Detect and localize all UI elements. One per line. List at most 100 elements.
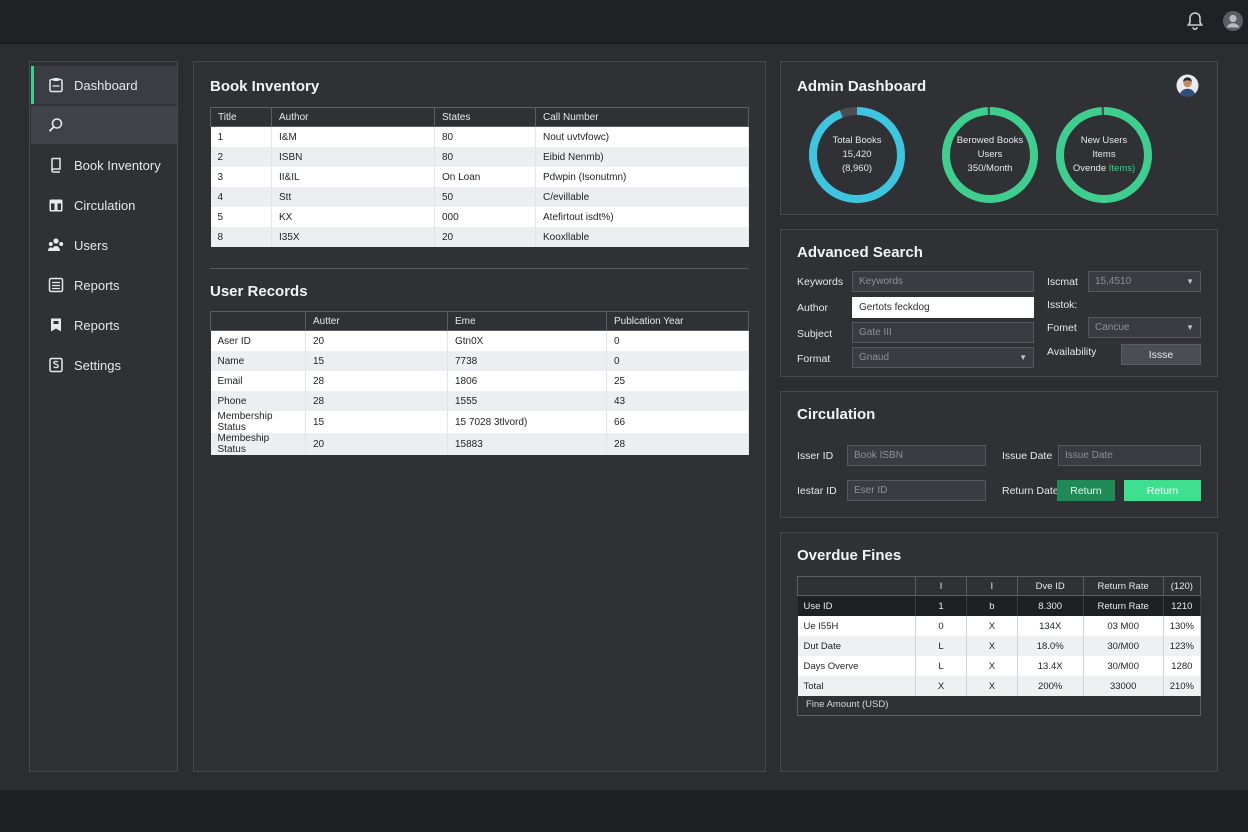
iscmat-select-value: 15,4510: [1095, 276, 1132, 287]
table-row[interactable]: Use ID 1 b 8.300 Return Rate 1210: [797, 595, 1202, 616]
column-header[interactable]: Publcation Year: [606, 311, 749, 331]
table-cell: Eibid Nenmb): [535, 147, 749, 167]
table-row[interactable]: Membeship Status 20 15883 28: [210, 433, 749, 455]
table-cell: 1: [915, 595, 967, 616]
table-row[interactable]: Aser ID 20 Gtn0X 0: [210, 330, 749, 351]
column-header[interactable]: Return Rate: [1082, 576, 1164, 596]
table-cell: Pdwpin (Isonutmn): [535, 167, 749, 187]
sidebar-item-dashboard[interactable]: Dashboard: [31, 66, 177, 104]
user-records-table: Autter Eme Publcation Year Aser ID 20 Gtn0…: [210, 311, 749, 455]
table-cell: 130%: [1163, 616, 1202, 636]
fines-rows: I I Dve ID Return Rate (120) Use ID 1 b 8.300 Ret…: [796, 576, 1202, 696]
table-row[interactable]: Dut Date L X 18.0% 30/M00 123%: [797, 636, 1202, 656]
table-row[interactable]: Days Overve L X 13.4X 30/M00 1280: [797, 656, 1202, 676]
column-header[interactable]: (120): [1162, 576, 1202, 596]
return-button[interactable]: Return: [1057, 480, 1115, 501]
table-cell: 20: [305, 330, 448, 351]
column-header[interactable]: Dve ID: [1016, 576, 1084, 596]
sidebar-item-users[interactable]: Users: [31, 226, 177, 264]
table-cell: 4: [210, 187, 272, 207]
table-cell: 28: [305, 391, 448, 411]
table-row[interactable]: 5 KX 000 Atefirtout isdt%): [210, 207, 749, 227]
book-icon: [51, 157, 61, 173]
column-header[interactable]: I: [915, 576, 967, 596]
sidebar-item-circulation[interactable]: Circulation: [31, 186, 177, 224]
sidebar-item-book-inventory[interactable]: Book Inventory: [31, 146, 177, 184]
column-header[interactable]: Autter: [305, 311, 448, 331]
table-cell: L: [915, 656, 967, 676]
iscmat-select[interactable]: 15,4510 ▼: [1088, 271, 1201, 292]
donut-value: 350/Month: [967, 163, 1013, 174]
table-row[interactable]: Ue I55H 0 X 134X 03 M00 130%: [797, 616, 1202, 636]
table-row[interactable]: Email 28 1806 25: [210, 371, 749, 391]
user-rows: Aser ID 20 Gtn0X 0 Name 15 7738 0 Email 28 1806 25 P…: [210, 330, 749, 455]
table-row[interactable]: Phone 28 1555 43: [210, 391, 749, 411]
admin-dashboard-panel: Admin Dashboard Total Books 15,420 (8,96…: [780, 61, 1218, 215]
sidebar-item-search[interactable]: [31, 106, 177, 144]
format-select[interactable]: Gnaud ▼: [852, 347, 1034, 368]
donut-line: Users: [977, 149, 1003, 160]
admin-avatar[interactable]: [1176, 74, 1199, 97]
subject-input[interactable]: Gate III: [852, 322, 1034, 343]
table-row[interactable]: Name 15 7738 0: [210, 351, 749, 371]
table-row[interactable]: 2 ISBN 80 Eibid Nenmb): [210, 147, 749, 167]
column-header[interactable]: I: [965, 576, 1018, 596]
donut-total-books: Total Books 15,420 (8,960): [807, 105, 907, 205]
column-header[interactable]: Author: [271, 107, 435, 127]
table-cell: Atefirtout isdt%): [535, 207, 749, 227]
column-header[interactable]: Title: [210, 107, 272, 127]
table-cell: Return Rate: [1083, 595, 1164, 616]
user-avatar-icon[interactable]: [1222, 10, 1244, 32]
eser-id-input[interactable]: Eser ID: [847, 480, 986, 501]
table-row[interactable]: Total X X 200% 33000 210%: [797, 676, 1202, 696]
table-row[interactable]: 1 I&M 80 Nout uvtvfowc): [210, 126, 749, 147]
overdue-fines-panel: Overdue Fines I I Dve ID Return Rate (120) Us…: [780, 532, 1218, 772]
table-row[interactable]: 4 Stt 50 C/evillable: [210, 187, 749, 207]
issue-date-input[interactable]: Issue Date: [1058, 445, 1201, 466]
section-divider: [210, 268, 749, 269]
column-header[interactable]: Call Number: [535, 107, 749, 127]
table-cell: 1806: [447, 371, 607, 391]
column-header[interactable]: Eme: [447, 311, 607, 331]
sidebar-item-reports[interactable]: Reports: [31, 266, 177, 304]
table-cell: 8: [210, 227, 272, 247]
table-header: Title Author States Call Number: [210, 107, 749, 127]
column-header[interactable]: [210, 311, 306, 331]
author-label: Author: [797, 302, 828, 314]
search-icon: [48, 118, 63, 132]
keywords-input[interactable]: Keywords: [852, 271, 1034, 292]
table-row[interactable]: 8 I35X 20 Kooxllable: [210, 227, 749, 247]
format-label: Format: [797, 353, 831, 365]
availability-label: Availability: [1047, 346, 1097, 358]
sidebar: Dashboard Book Inventory Circulation: [29, 61, 178, 772]
clipboard-icon: [49, 78, 63, 93]
table-cell: 28: [305, 371, 448, 391]
table-row[interactable]: 3 II&IL On Loan Pdwpin (Isonutmn): [210, 167, 749, 187]
table-cell: 80: [434, 126, 536, 147]
book-isbn-input[interactable]: Book ISBN: [847, 445, 986, 466]
return-button-primary[interactable]: Return: [1124, 480, 1201, 501]
fomet-select[interactable]: Cancue ▼: [1088, 317, 1201, 338]
column-header[interactable]: [796, 576, 917, 596]
table-cell: Kooxllable: [535, 227, 749, 247]
author-input[interactable]: Gertots feckdog: [852, 297, 1034, 318]
table-cell: 03 M00: [1083, 616, 1164, 636]
table-cell: 50: [434, 187, 536, 207]
table-cell: 15883: [447, 433, 607, 455]
column-header[interactable]: States: [434, 107, 536, 127]
chevron-down-icon: ▼: [1019, 353, 1027, 362]
table-cell: Total: [797, 676, 917, 696]
table-cell: 2: [210, 147, 272, 167]
inventory-rows: 1 I&M 80 Nout uvtvfowc) 2 ISBN 80 Eibid Nenmb) 3…: [210, 126, 749, 247]
donut-borrowed-books: Berowed Books Users 350/Month: [940, 105, 1040, 205]
isstok-label: Isstok:: [1047, 299, 1078, 311]
bell-icon[interactable]: [1184, 10, 1206, 32]
table-row[interactable]: Membership Status 15 15 7028 3tlvord) 66: [210, 411, 749, 433]
sidebar-item-settings[interactable]: Settings: [31, 346, 177, 384]
sidebar-item-reports-2[interactable]: Reports: [31, 306, 177, 344]
table-cell: ISBN: [271, 147, 435, 167]
donut-highlight: Items): [1108, 163, 1136, 174]
table-cell: C/evillable: [535, 187, 749, 207]
donut-new-users: New Users Items Ovende Items): [1054, 105, 1154, 205]
issue-button[interactable]: Issse: [1121, 344, 1201, 365]
